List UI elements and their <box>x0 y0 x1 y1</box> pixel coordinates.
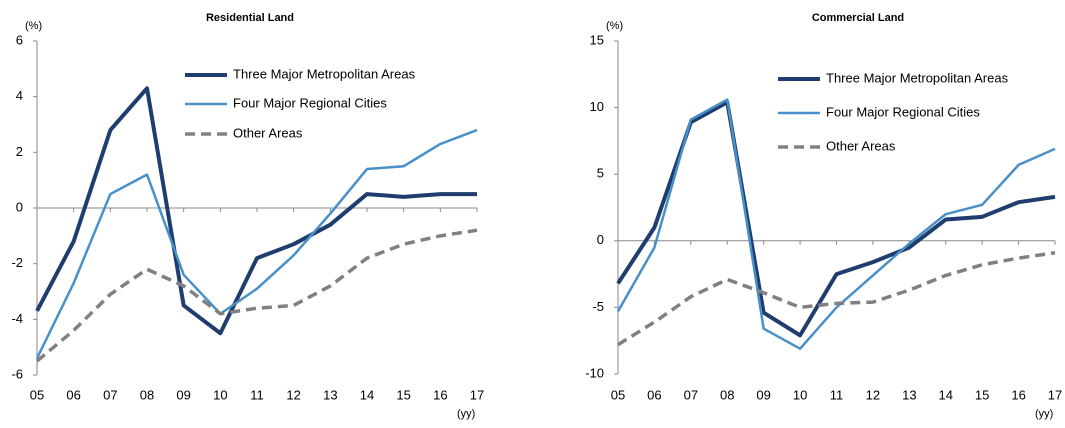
x-tick-label: 08 <box>140 387 154 402</box>
x-tick-label: 15 <box>396 387 410 402</box>
series-line <box>35 86 477 336</box>
x-tick-label: 07 <box>103 387 117 402</box>
x-tick-label: 11 <box>250 387 264 402</box>
y-tick-label: -5 <box>592 299 604 314</box>
y-tick-label: 10 <box>590 99 604 114</box>
x-tick-label: 05 <box>611 387 625 402</box>
y-tick-label: 4 <box>16 88 23 103</box>
x-tick-label: 13 <box>323 387 337 402</box>
x-tick-label: 16 <box>1011 387 1025 402</box>
legend-label: Four Major Regional Cities <box>233 95 387 110</box>
chart-title: Commercial Land <box>812 12 904 24</box>
x-tick-label: 16 <box>433 387 447 402</box>
chart: Residential Land (%) (yy) -6 -4 -2 0 2 4 6 05 06 07 0… <box>11 12 484 420</box>
x-tick-label: 10 <box>213 387 227 402</box>
y-tick-label: 0 <box>16 199 23 214</box>
y-tick-label: -2 <box>11 255 23 270</box>
y-tick-label: 6 <box>16 32 23 47</box>
x-tick-label: 05 <box>30 387 44 402</box>
y-tick-label: 5 <box>597 166 604 181</box>
y-axis-label: (%) <box>606 20 623 32</box>
x-tick-label: 09 <box>756 387 770 402</box>
x-tick-label: 08 <box>720 387 734 402</box>
x-tick-label: 07 <box>684 387 698 402</box>
x-tick-label: 14 <box>939 387 953 402</box>
legend-label: Other Areas <box>233 125 303 140</box>
x-tick-label: 06 <box>647 387 661 402</box>
x-tick-label: 13 <box>902 387 916 402</box>
x-tick-label: 10 <box>793 387 807 402</box>
x-tick-label: 06 <box>66 387 80 402</box>
x-tick-label: 14 <box>360 387 374 402</box>
x-tick-label: 09 <box>176 387 190 402</box>
x-axis-label: (yy) <box>1035 408 1053 420</box>
series-line <box>35 228 478 363</box>
y-tick-label: 15 <box>590 32 604 47</box>
series-line <box>616 98 1056 350</box>
series-line <box>616 100 1056 338</box>
series-line <box>617 251 1056 347</box>
chart-title: Residential Land <box>206 12 294 24</box>
x-tick-label: 11 <box>830 387 844 402</box>
legend-label: Three Major Metropolitan Areas <box>826 70 1009 85</box>
x-tick-label: 15 <box>975 387 989 402</box>
y-tick-label: 0 <box>597 232 604 247</box>
x-axis-label: (yy) <box>457 408 475 420</box>
legend-label: Four Major Regional Cities <box>826 104 980 119</box>
series-line <box>35 128 478 359</box>
x-tick-label: 12 <box>286 387 300 402</box>
y-tick-label: 2 <box>16 144 23 159</box>
x-tick-label: 12 <box>866 387 880 402</box>
y-tick-label: -6 <box>11 366 23 381</box>
legend-label: Other Areas <box>826 138 896 153</box>
y-axis-label: (%) <box>25 20 42 32</box>
x-tick-label: 17 <box>470 387 484 402</box>
y-tick-label: -10 <box>585 365 604 380</box>
legend-label: Three Major Metropolitan Areas <box>233 66 416 81</box>
y-tick-label: -4 <box>11 311 23 326</box>
x-tick-label: 17 <box>1048 387 1062 402</box>
